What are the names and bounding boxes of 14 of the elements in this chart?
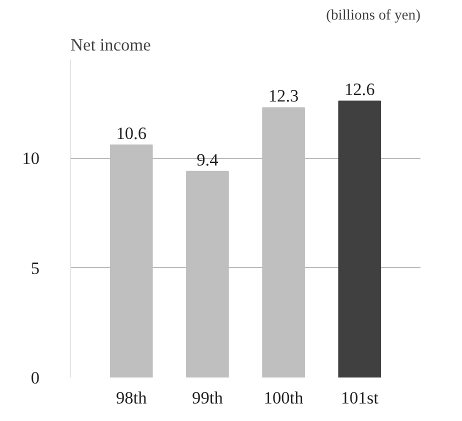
y-tick-label: 0 (30, 368, 40, 388)
text: (billions of yen) (326, 8, 421, 24)
x-tick-label: 101st (340, 388, 379, 408)
chart-title: Net income (70, 36, 152, 54)
y-tick-label: 5 (30, 258, 40, 278)
x-tick-label: 98th (116, 388, 148, 408)
data-label: 12.3 (268, 86, 299, 106)
data-label: 9.4 (196, 150, 219, 170)
y-tick-label: 10 (22, 149, 40, 168)
x-tick-label: 100th (264, 388, 304, 408)
bar (338, 100, 382, 378)
x-tick-label: 99th (192, 388, 224, 408)
data-label: 12.6 (344, 80, 376, 100)
data-label: 10.6 (116, 124, 147, 144)
